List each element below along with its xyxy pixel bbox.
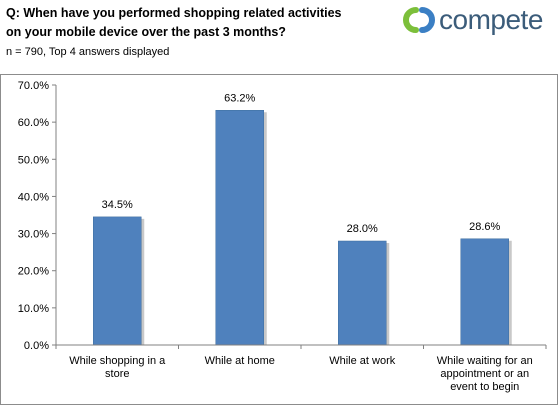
sample-note: n = 790, Top 4 answers displayed — [6, 46, 170, 58]
bar-value-label: 28.0% — [347, 223, 378, 235]
y-tick-label: 30.0% — [18, 229, 49, 241]
x-axis: While shopping in a store While at home Whi… — [55, 344, 547, 393]
y-tick-label: 60.0% — [18, 117, 49, 129]
bar-value-label: 63.2% — [224, 92, 255, 104]
bar — [215, 110, 264, 346]
y-tick-label: 40.0% — [18, 191, 49, 203]
y-tick-label: 0.0% — [24, 340, 49, 352]
chart-frame: 0.0% 10.0% 20.0% 30.0% 40.0% 50.0% 60.0% 70.0% … — [0, 74, 558, 405]
x-category-label: While shopping in a store — [69, 355, 166, 380]
chart-title: Q: When have you performed shopping rela… — [6, 4, 366, 42]
x-category-label: While at work — [329, 355, 396, 367]
bar-chart: 0.0%10.0%20.0%30.0%40.0%50.0%60.0%70.0% … — [18, 80, 547, 393]
x-category-label: While waiting for an appointment or an eve… — [437, 355, 533, 393]
bar — [460, 238, 509, 346]
x-category-label: While at home — [205, 355, 275, 367]
title-line-1: Q: When have you performed shopping rela… — [6, 6, 342, 20]
y-tick-label: 20.0% — [18, 266, 49, 278]
y-axis: 0.0% 10.0% 20.0% 30.0% 40.0% 50.0% 60.0% 70.0% — [18, 80, 57, 352]
compete-logo-icon — [403, 7, 435, 33]
compete-logo: compete — [403, 4, 555, 36]
bar-value-label: 34.5% — [102, 199, 133, 211]
logo-left-arc — [403, 7, 419, 33]
logo-wordmark: compete — [439, 4, 543, 35]
title-line-2: on your mobile device over the past 3 mo… — [6, 25, 286, 39]
bar — [93, 216, 142, 346]
bars: 34.5% 63.2% 28.0% 28.6% — [93, 92, 512, 346]
y-tick-label: 50.0% — [18, 154, 49, 166]
logo-right-arc — [419, 7, 435, 33]
y-tick-label: 70.0% — [18, 80, 49, 92]
bar-value-label: 28.6% — [469, 221, 500, 233]
chart-header: Q: When have you performed shopping rela… — [6, 4, 366, 58]
bar — [338, 240, 387, 346]
y-tick-label: 10.0% — [18, 303, 49, 315]
